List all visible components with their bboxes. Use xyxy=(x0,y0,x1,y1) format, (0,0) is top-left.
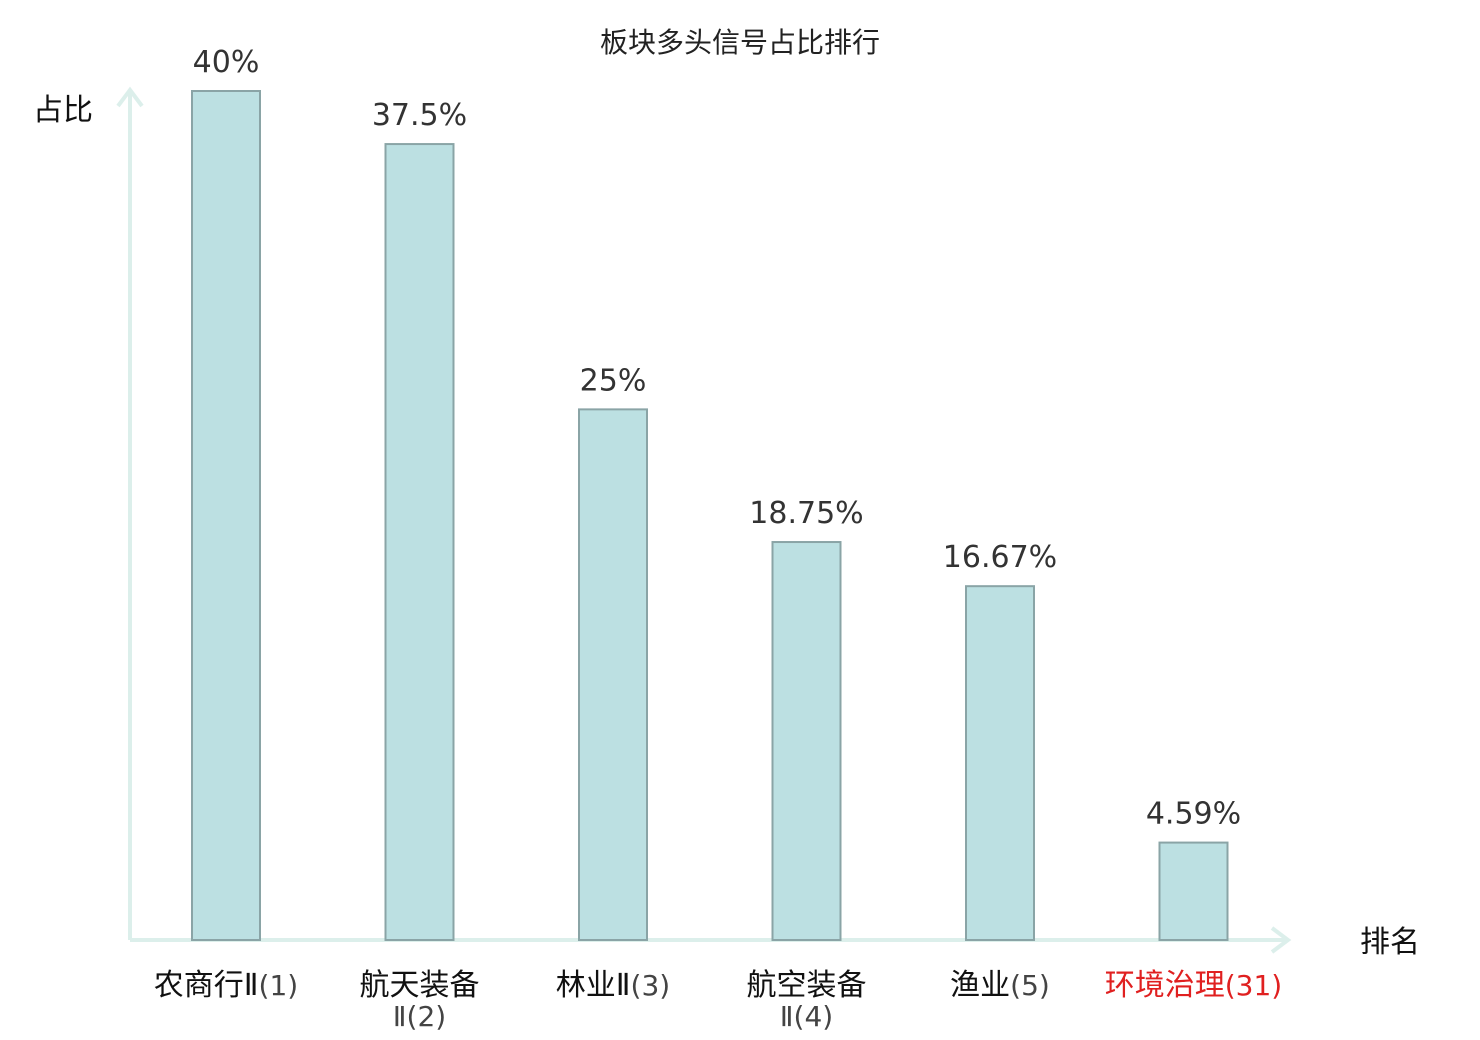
value-label-2: 37.5% xyxy=(372,98,467,133)
category-label-4: 航空装备 xyxy=(747,968,867,1003)
category-rank-1: (1) xyxy=(259,969,299,1002)
y-axis-label: 占比 xyxy=(33,93,93,128)
category-rank-2: Ⅱ(2) xyxy=(393,1000,446,1033)
value-label-3: 25% xyxy=(580,363,647,398)
category-rank-6: (31) xyxy=(1225,969,1282,1002)
bars-group xyxy=(191,90,1229,942)
value-label-6: 4.59% xyxy=(1146,797,1241,832)
bar-6 xyxy=(1158,841,1229,942)
category-label-3: 林业Ⅱ(3) xyxy=(556,968,670,1003)
category-name-6: 环境治理 xyxy=(1105,968,1225,1003)
value-label-1: 40% xyxy=(193,45,260,80)
category-name-5: 渔业 xyxy=(950,968,1010,1003)
y-axis-arrow xyxy=(116,86,144,108)
axes xyxy=(116,86,1292,954)
chart-title: 板块多头信号占比排行 xyxy=(600,26,880,59)
bar-3 xyxy=(578,408,648,941)
value-label-4: 18.75% xyxy=(749,496,863,531)
category-name-1: 农商行Ⅱ xyxy=(154,968,259,1003)
category-label-6: 环境治理(31) xyxy=(1105,968,1282,1003)
category-label-5: 渔业(5) xyxy=(950,968,1050,1003)
category-label-2: 航天装备 xyxy=(360,968,480,1003)
bar-4 xyxy=(771,541,842,941)
x-axis-label: 排名 xyxy=(1360,925,1420,960)
bar-1 xyxy=(191,90,261,941)
bar-5 xyxy=(965,585,1035,941)
bar-2 xyxy=(384,143,455,941)
category-label-1: 农商行Ⅱ(1) xyxy=(154,968,298,1003)
category-rank-5: (5) xyxy=(1010,969,1050,1002)
category-rank-3: (3) xyxy=(631,969,671,1002)
category-rank-4: Ⅱ(4) xyxy=(780,1000,833,1033)
value-label-5: 16.67% xyxy=(943,540,1057,575)
x-axis-arrow xyxy=(1270,926,1292,954)
category-name-3: 林业Ⅱ xyxy=(556,968,631,1003)
value-labels-group: 40% 37.5% 25% 18.75% 16.67% 4.59% xyxy=(193,45,1242,832)
